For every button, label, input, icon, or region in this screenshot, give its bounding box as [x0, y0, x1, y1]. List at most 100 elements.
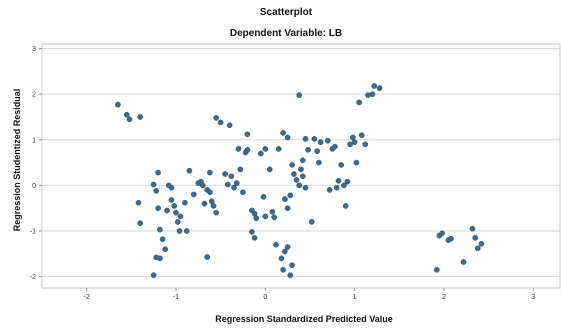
data-point: [190, 191, 197, 198]
y-tick-label: 0: [32, 183, 36, 190]
data-point: [176, 228, 183, 234]
data-point: [269, 208, 276, 215]
data-point: [262, 146, 269, 152]
data-point: [126, 116, 133, 123]
data-point: [260, 193, 267, 200]
data-point: [240, 189, 246, 196]
data-point: [150, 272, 157, 279]
data-point: [155, 205, 161, 212]
data-point: [289, 162, 295, 168]
data-point: [356, 99, 362, 106]
y-tick-label: 3: [32, 46, 36, 53]
data-point: [341, 182, 347, 189]
axes: -2 -1 0 1 2 3 -2 -1 0 1 2 3: [30, 46, 535, 301]
data-point: [460, 259, 467, 265]
x-tick-label: -2: [84, 294, 90, 301]
data-point: [222, 171, 228, 177]
data-point: [317, 139, 324, 145]
data-point: [137, 114, 144, 120]
data-point: [159, 236, 166, 243]
data-point: [266, 166, 273, 173]
chart-subtitle: Dependent Variable: LB: [230, 28, 342, 39]
data-point: [204, 254, 211, 260]
data-point: [249, 229, 255, 235]
data-point: [273, 241, 279, 248]
data-point: [237, 166, 244, 173]
data-point: [226, 122, 233, 129]
data-point: [362, 141, 369, 148]
data-point: [275, 146, 282, 152]
data-point: [369, 91, 376, 98]
data-point: [302, 136, 309, 142]
data-point: [228, 173, 235, 180]
data-point: [174, 219, 181, 225]
data-point: [358, 132, 365, 139]
data-point: [182, 199, 188, 206]
data-point: [282, 196, 288, 202]
y-axis-label: Regression Studentized Residual: [12, 89, 22, 232]
data-point: [282, 248, 288, 255]
data-point: [439, 230, 445, 237]
data-point: [231, 184, 237, 191]
data-point: [244, 131, 251, 138]
data-point: [199, 182, 206, 189]
data-point: [278, 255, 285, 262]
data-point: [280, 266, 286, 273]
data-point: [371, 83, 378, 89]
y-tick-label: -2: [30, 274, 36, 281]
data-point: [224, 181, 231, 188]
data-point: [284, 134, 291, 141]
data-point: [326, 187, 333, 193]
y-tick-label: -1: [30, 228, 36, 235]
data-point: [210, 203, 217, 209]
data-point: [201, 200, 208, 207]
data-point: [299, 157, 306, 164]
data-point: [235, 146, 242, 152]
data-point: [376, 85, 383, 92]
data-point: [433, 266, 440, 273]
y-tick-label: 2: [32, 92, 36, 99]
data-point: [164, 207, 170, 214]
data-point: [338, 162, 345, 168]
data-point: [157, 226, 163, 233]
data-point: [302, 184, 309, 191]
data-point: [353, 159, 360, 166]
data-point: [335, 177, 342, 184]
x-tick-label: -1: [173, 294, 179, 301]
data-point: [137, 220, 144, 227]
data-point: [296, 182, 303, 189]
x-axis-label: Regression Standardized Predicted Value: [215, 314, 393, 324]
data-point: [217, 119, 224, 126]
data-point: [183, 228, 190, 234]
data-point: [153, 188, 160, 194]
data-point: [284, 244, 291, 250]
data-point: [271, 214, 278, 221]
data-point: [186, 167, 193, 174]
x-tick-label: 1: [353, 294, 357, 301]
data-point: [287, 192, 294, 199]
data-point: [296, 92, 303, 98]
data-point: [314, 148, 320, 155]
data-point: [287, 272, 294, 279]
data-point: [157, 255, 163, 262]
data-point: [474, 245, 481, 252]
data-point: [173, 209, 179, 216]
data-point: [168, 197, 175, 203]
data-point: [311, 136, 318, 142]
data-point: [280, 130, 286, 136]
data-point: [342, 203, 349, 209]
data-point: [155, 169, 161, 176]
data-point: [213, 115, 220, 121]
data-point: [168, 184, 175, 191]
data-point: [244, 146, 251, 153]
data-point: [308, 219, 315, 225]
data-point: [291, 171, 297, 177]
data-point: [289, 262, 295, 269]
data-point: [332, 143, 338, 150]
data-point: [333, 184, 340, 191]
data-point: [257, 150, 264, 157]
data-point: [213, 209, 220, 216]
data-point: [344, 178, 351, 185]
data-point: [251, 234, 258, 241]
